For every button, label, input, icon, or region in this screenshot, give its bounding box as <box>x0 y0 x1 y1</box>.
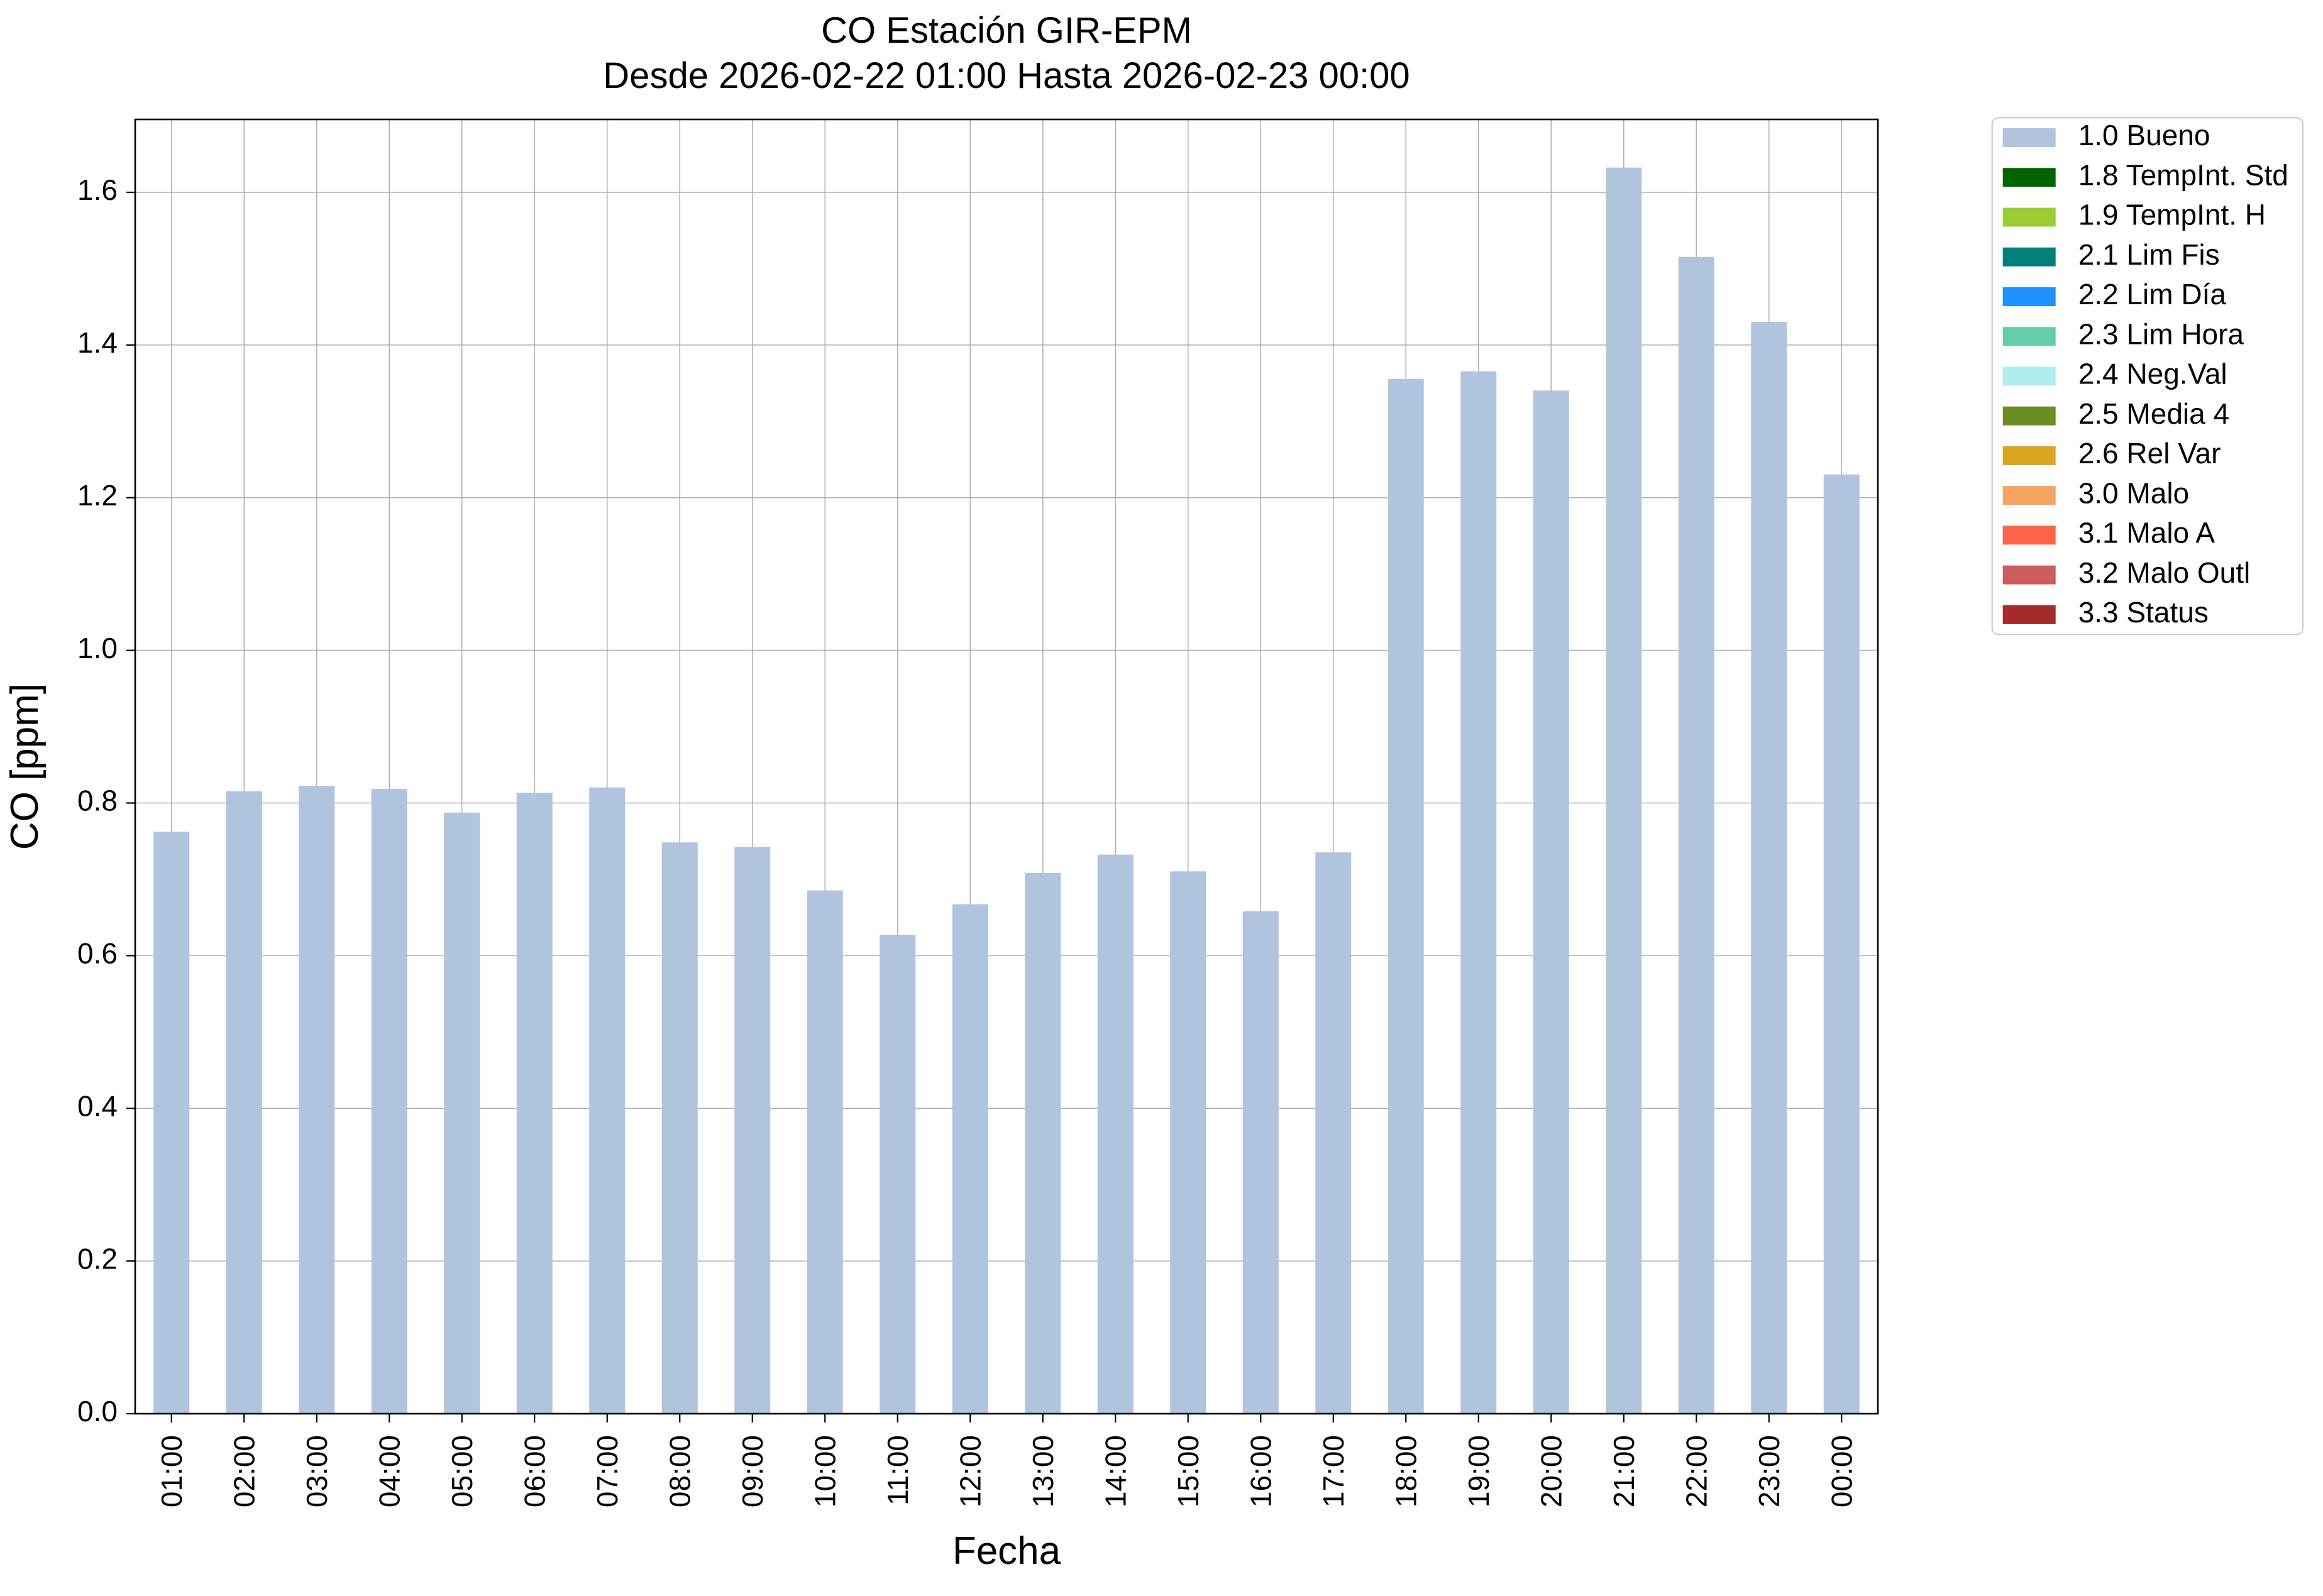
svg-text:CO Estación GIR-EPM: CO Estación GIR-EPM <box>821 10 1192 51</box>
svg-text:0.8: 0.8 <box>77 784 118 817</box>
svg-text:CO [ppm]: CO [ppm] <box>3 683 47 850</box>
svg-text:2.6 Rel Var: 2.6 Rel Var <box>2078 437 2221 470</box>
svg-text:2.1 Lim Fis: 2.1 Lim Fis <box>2078 238 2220 271</box>
svg-text:22:00: 22:00 <box>1680 1435 1713 1507</box>
svg-text:Desde 2026-02-22 01:00 Hasta 2: Desde 2026-02-22 01:00 Hasta 2026-02-23 … <box>603 55 1410 96</box>
svg-text:05:00: 05:00 <box>446 1435 478 1507</box>
svg-text:17:00: 17:00 <box>1317 1435 1350 1507</box>
svg-text:3.3 Status: 3.3 Status <box>2078 596 2209 629</box>
svg-text:12:00: 12:00 <box>954 1435 986 1507</box>
svg-text:0.2: 0.2 <box>77 1242 118 1275</box>
svg-text:16:00: 16:00 <box>1244 1435 1277 1507</box>
svg-text:1.6: 1.6 <box>77 173 118 206</box>
svg-text:0.0: 0.0 <box>77 1395 118 1428</box>
svg-text:1.8 TempInt. Std: 1.8 TempInt. Std <box>2078 158 2288 191</box>
svg-text:06:00: 06:00 <box>518 1435 551 1507</box>
svg-text:1.4: 1.4 <box>77 326 118 359</box>
svg-text:14:00: 14:00 <box>1099 1435 1132 1507</box>
svg-text:2.2 Lim Día: 2.2 Lim Día <box>2078 278 2227 311</box>
svg-text:18:00: 18:00 <box>1389 1435 1422 1507</box>
svg-text:19:00: 19:00 <box>1462 1435 1495 1507</box>
svg-text:01:00: 01:00 <box>155 1435 188 1507</box>
svg-text:15:00: 15:00 <box>1172 1435 1205 1507</box>
svg-text:0.6: 0.6 <box>77 937 118 970</box>
svg-text:09:00: 09:00 <box>736 1435 769 1507</box>
svg-text:03:00: 03:00 <box>301 1435 333 1507</box>
svg-text:Fecha: Fecha <box>952 1529 1061 1573</box>
svg-text:11:00: 11:00 <box>881 1435 914 1505</box>
svg-text:00:00: 00:00 <box>1825 1435 1858 1507</box>
svg-text:2.5 Media 4: 2.5 Media 4 <box>2078 397 2229 430</box>
svg-text:3.1 Malo A: 3.1 Malo A <box>2078 517 2215 549</box>
svg-text:0.4: 0.4 <box>77 1089 118 1122</box>
svg-text:3.2 Malo Outl: 3.2 Malo Outl <box>2078 556 2251 589</box>
svg-text:21:00: 21:00 <box>1608 1435 1640 1507</box>
svg-text:2.4 Neg.Val: 2.4 Neg.Val <box>2078 358 2227 390</box>
svg-text:2.3 Lim Hora: 2.3 Lim Hora <box>2078 317 2244 350</box>
svg-text:1.9 TempInt. H: 1.9 TempInt. H <box>2078 199 2266 231</box>
svg-text:3.0 Malo: 3.0 Malo <box>2078 476 2189 509</box>
svg-text:1.0 Bueno: 1.0 Bueno <box>2078 119 2210 151</box>
svg-text:10:00: 10:00 <box>808 1435 841 1507</box>
svg-text:20:00: 20:00 <box>1535 1435 1567 1507</box>
svg-text:07:00: 07:00 <box>591 1435 624 1507</box>
svg-text:1.2: 1.2 <box>77 479 118 512</box>
svg-text:13:00: 13:00 <box>1027 1435 1059 1507</box>
svg-text:02:00: 02:00 <box>228 1435 260 1507</box>
svg-text:23:00: 23:00 <box>1753 1435 1785 1507</box>
svg-text:04:00: 04:00 <box>373 1435 406 1507</box>
svg-text:1.0: 1.0 <box>77 632 118 664</box>
svg-text:08:00: 08:00 <box>663 1435 696 1507</box>
